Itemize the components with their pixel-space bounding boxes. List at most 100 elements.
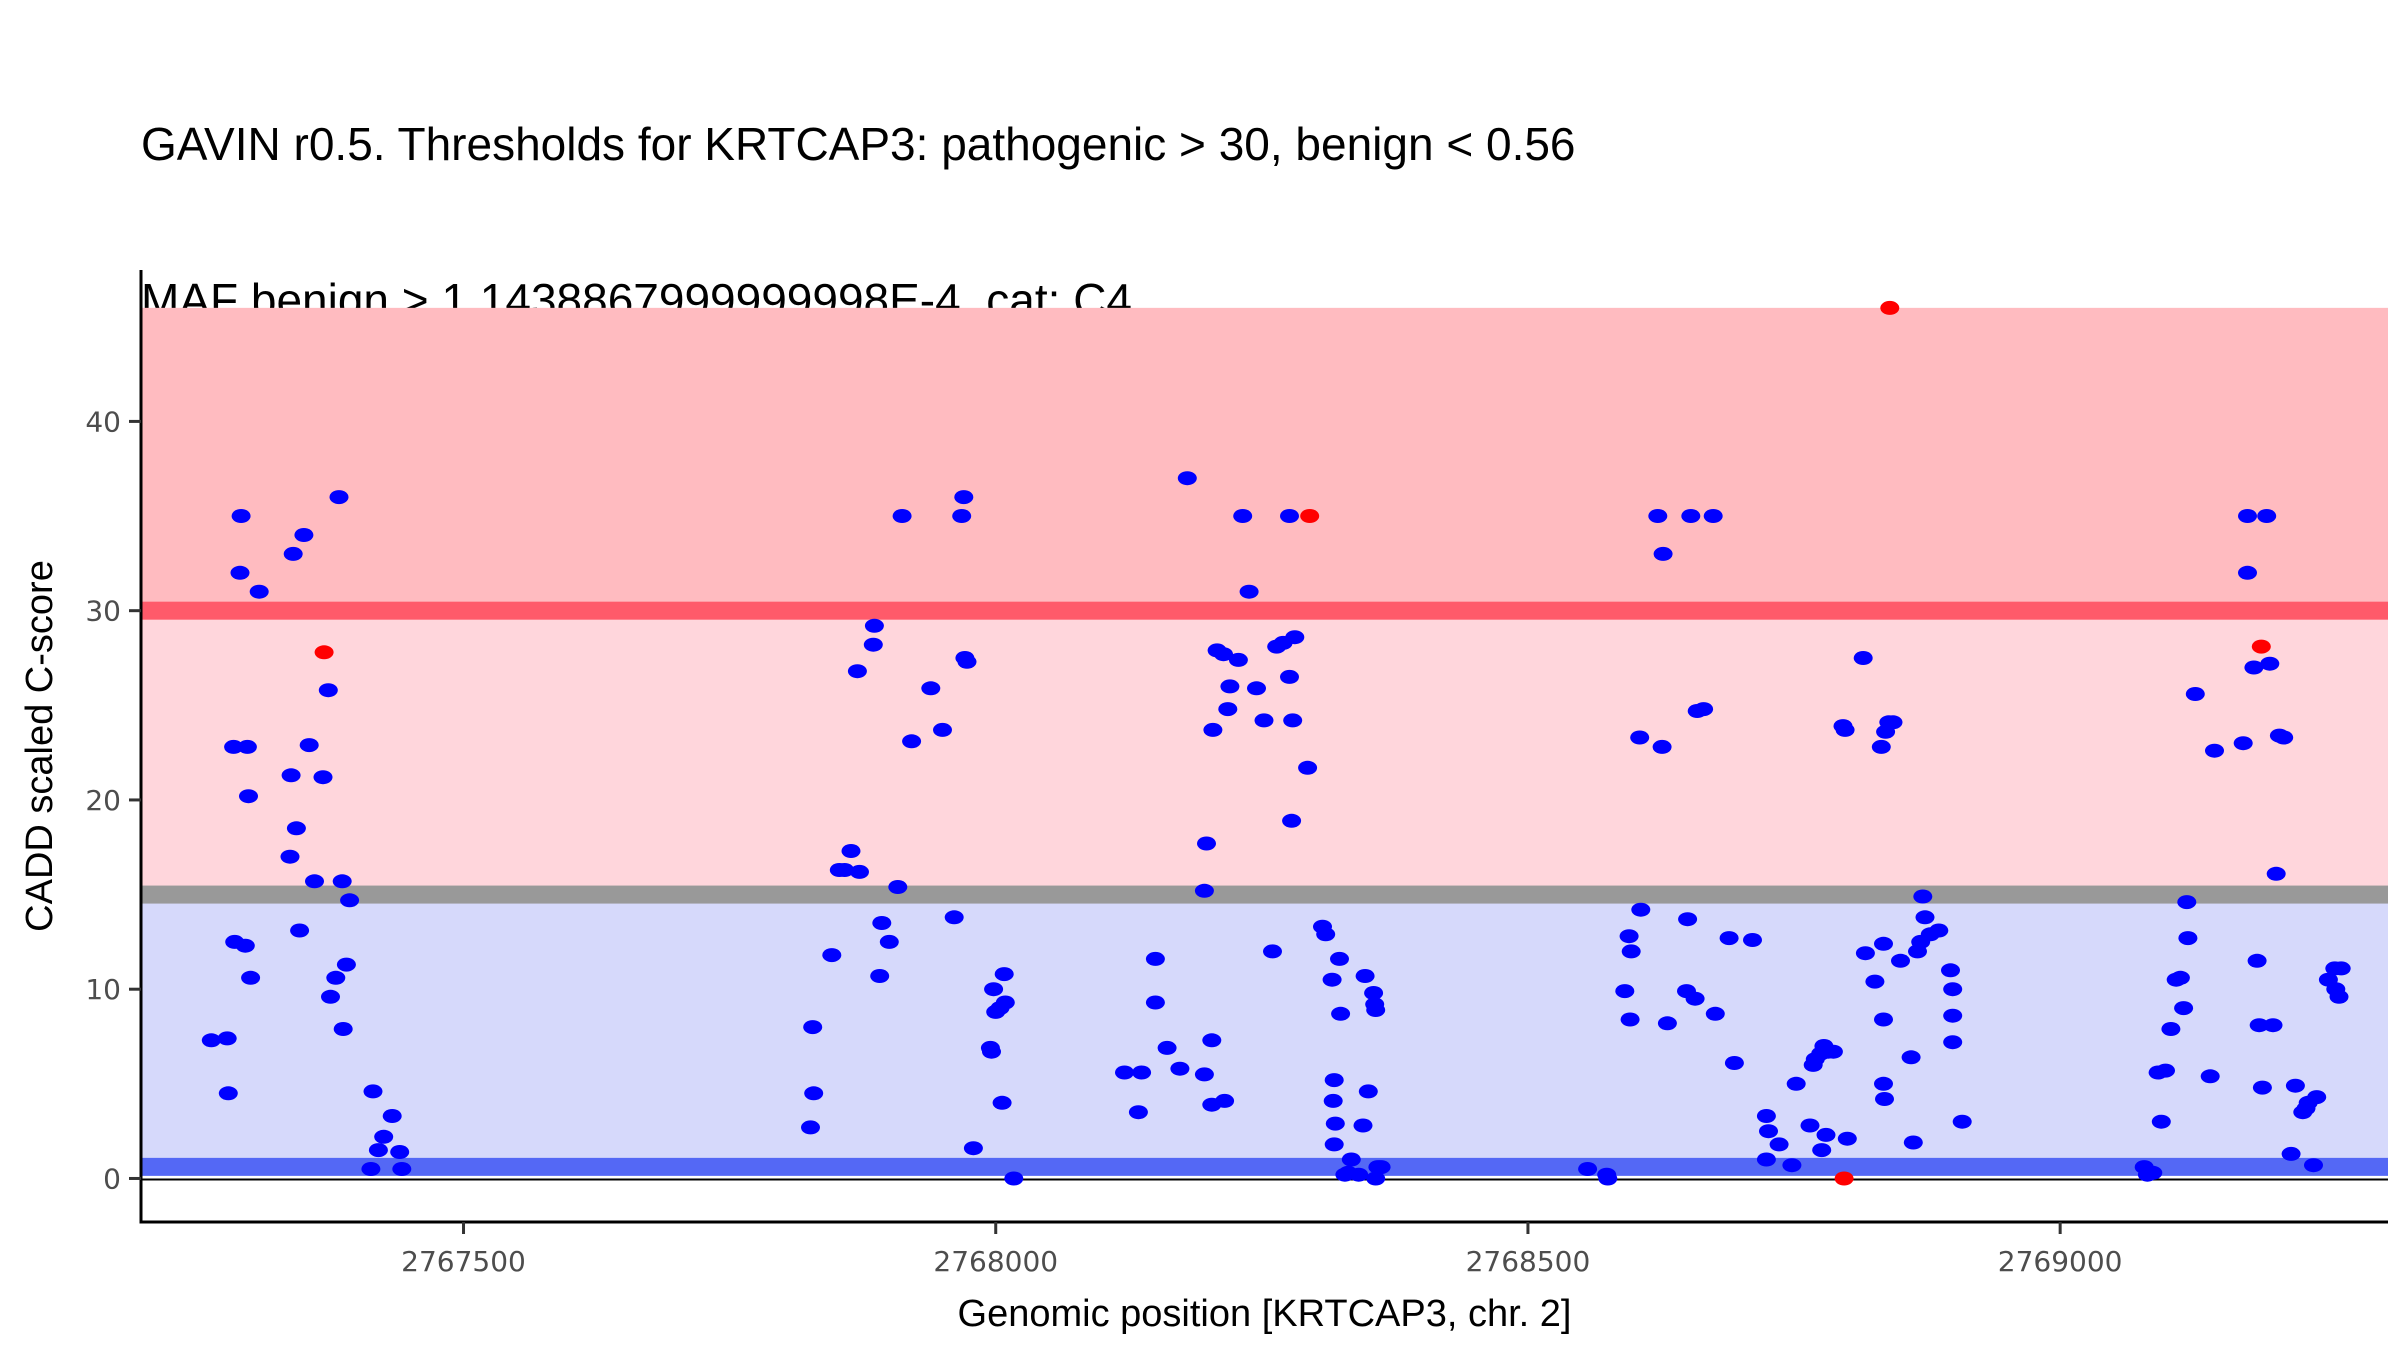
clinvar-point bbox=[1880, 300, 1900, 315]
gnomad-point bbox=[2304, 1158, 2323, 1173]
gnomad-point bbox=[870, 969, 890, 983]
gnomad-point bbox=[984, 982, 1004, 997]
gnomad-point bbox=[368, 1143, 388, 1158]
gnomad-point bbox=[1285, 630, 1305, 645]
gnomad-point bbox=[2281, 1146, 2301, 1161]
gnomad-point bbox=[1678, 912, 1698, 927]
gnomad-point bbox=[1157, 1040, 1177, 1055]
x-tick-label: 2768000 bbox=[933, 1245, 1058, 1278]
pathogenic-region bbox=[141, 307, 2388, 611]
gnomad-point bbox=[1620, 1012, 1640, 1027]
gnomad-point bbox=[1280, 669, 1299, 684]
gnomad-point bbox=[1619, 929, 1639, 944]
gnomad-point bbox=[1756, 1109, 1776, 1123]
gnomad-point bbox=[2174, 1001, 2194, 1016]
gnomad-point bbox=[1782, 1158, 1802, 1173]
gnomad-point bbox=[1630, 730, 1650, 745]
gnomad-point bbox=[1322, 972, 1342, 987]
gnomad-point bbox=[1316, 927, 1336, 942]
gnomad-point bbox=[2260, 656, 2280, 671]
gnomad-point bbox=[1218, 702, 1238, 717]
gnomad-point bbox=[224, 739, 244, 754]
gnomad-point bbox=[1871, 739, 1891, 754]
gnomad-point bbox=[841, 844, 861, 858]
gnomad-point bbox=[1115, 1065, 1134, 1080]
gnomad-point bbox=[1283, 713, 1303, 728]
gnomad-point bbox=[1615, 984, 1635, 999]
gnomad-point bbox=[1578, 1162, 1598, 1176]
gnomad-point bbox=[313, 770, 333, 785]
gnomad-point bbox=[1874, 936, 1893, 951]
gnomad-point bbox=[1202, 1033, 1222, 1048]
gnomad-point bbox=[1621, 944, 1641, 959]
y-tick-label: 40 bbox=[85, 405, 121, 438]
gnomad-point bbox=[1194, 883, 1214, 898]
gnomad-point bbox=[1203, 722, 1223, 737]
gnomad-point bbox=[1657, 1016, 1677, 1031]
gnomad-point bbox=[281, 768, 301, 783]
gnomad-point bbox=[921, 681, 941, 696]
gnomad-point bbox=[879, 934, 899, 949]
gnomad-point bbox=[1703, 509, 1723, 523]
gnomad-point bbox=[804, 1086, 824, 1101]
axes: 0 10 20 30 40 2767500 2768000 2768500 2769000 bbox=[85, 270, 2388, 1278]
gnomad-point bbox=[1837, 1131, 1857, 1146]
gnomad-point bbox=[1769, 1137, 1789, 1152]
fallback-threshold-line bbox=[141, 885, 2388, 904]
gnomad-point bbox=[1943, 982, 1963, 997]
gnomad-point bbox=[1349, 1167, 1369, 1182]
gnomad-point bbox=[1648, 509, 1668, 523]
clinvar-point bbox=[2251, 639, 2271, 654]
gnomad-point bbox=[1929, 923, 1949, 938]
gnomad-point bbox=[1812, 1143, 1832, 1158]
clinvar-point bbox=[314, 645, 334, 660]
gnomad-point bbox=[2200, 1069, 2220, 1084]
gnomad-point bbox=[1366, 1171, 1386, 1186]
gnomad-point bbox=[1855, 946, 1875, 961]
gnomad-point bbox=[982, 1044, 1001, 1059]
gnomad-point bbox=[1263, 944, 1282, 959]
gnomad-point bbox=[1874, 1076, 1893, 1091]
gnomad-point bbox=[1358, 1084, 1378, 1099]
gnomad-point bbox=[1132, 1065, 1152, 1080]
data-points bbox=[201, 300, 2351, 1186]
gnomad-point bbox=[1901, 1050, 1921, 1065]
gnomad-point bbox=[1759, 1124, 1778, 1139]
gnomad-point bbox=[1247, 681, 1266, 696]
gnomad-point bbox=[1145, 995, 1165, 1010]
gnomad-point bbox=[1865, 974, 1885, 989]
gnomad-point bbox=[241, 970, 261, 985]
gnomad-point bbox=[2178, 931, 2198, 946]
clinvar-point bbox=[1300, 509, 1320, 523]
gnomad-point bbox=[2249, 1018, 2269, 1033]
gnomad-point bbox=[1943, 1008, 1963, 1023]
gnomad-point bbox=[822, 948, 842, 963]
gnomad-point bbox=[280, 849, 300, 864]
gnomad-point bbox=[363, 1084, 383, 1099]
threshold-bands bbox=[141, 307, 2388, 1181]
gnomad-point bbox=[1228, 652, 1248, 667]
gnomad-point bbox=[1128, 1105, 1148, 1120]
gnomad-point bbox=[1170, 1061, 1190, 1076]
gnomad-point bbox=[1743, 933, 1762, 947]
gnomad-point bbox=[1685, 991, 1705, 1006]
gnomad-point bbox=[1355, 969, 1375, 983]
gnomad-point bbox=[2263, 1018, 2283, 1033]
gnomad-point bbox=[2205, 743, 2224, 758]
gnomad-point bbox=[850, 864, 869, 879]
gnomad-point bbox=[294, 528, 314, 542]
gnomad-point bbox=[1282, 813, 1302, 828]
gnomad-point bbox=[1353, 1118, 1373, 1133]
gnomad-point bbox=[239, 789, 258, 804]
y-tick-label: 0 bbox=[103, 1162, 121, 1195]
gnomad-point bbox=[1952, 1114, 1972, 1129]
gnomad-point bbox=[336, 957, 356, 972]
gnomad-point bbox=[318, 683, 338, 698]
gnomad-point bbox=[1330, 951, 1349, 966]
gnomad-point bbox=[390, 1145, 410, 1159]
gnomad-point bbox=[1874, 1012, 1893, 1027]
y-tick-label: 30 bbox=[85, 595, 121, 628]
gnomad-point bbox=[1786, 1076, 1806, 1091]
gnomad-point bbox=[333, 1022, 353, 1036]
gnomad-point bbox=[2177, 895, 2197, 910]
